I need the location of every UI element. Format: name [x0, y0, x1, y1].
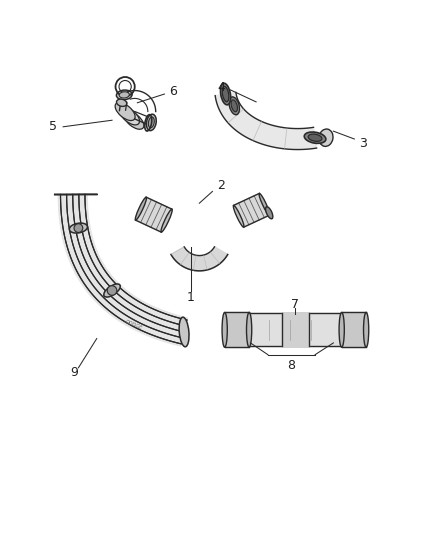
Ellipse shape	[161, 209, 172, 232]
Text: DODGE: DODGE	[124, 320, 143, 331]
Ellipse shape	[233, 205, 244, 227]
Ellipse shape	[119, 92, 129, 98]
Circle shape	[74, 224, 83, 232]
Ellipse shape	[104, 284, 120, 297]
Ellipse shape	[339, 312, 344, 347]
Ellipse shape	[135, 197, 146, 220]
Text: 8: 8	[287, 359, 296, 372]
Ellipse shape	[265, 207, 273, 219]
Ellipse shape	[364, 312, 369, 347]
Polygon shape	[225, 312, 249, 347]
Polygon shape	[135, 197, 172, 232]
Ellipse shape	[222, 312, 227, 347]
Ellipse shape	[222, 86, 229, 102]
Polygon shape	[283, 313, 308, 346]
Text: 5: 5	[49, 120, 57, 133]
Ellipse shape	[117, 90, 132, 100]
Polygon shape	[215, 92, 317, 150]
Ellipse shape	[117, 99, 127, 107]
Ellipse shape	[308, 134, 322, 141]
Text: 6: 6	[169, 85, 177, 99]
Ellipse shape	[247, 312, 252, 347]
Ellipse shape	[229, 97, 240, 115]
Ellipse shape	[148, 117, 154, 128]
Text: 9: 9	[70, 366, 78, 379]
Ellipse shape	[231, 100, 237, 112]
Ellipse shape	[179, 317, 189, 347]
Circle shape	[107, 286, 117, 295]
Ellipse shape	[124, 111, 144, 130]
Ellipse shape	[146, 114, 156, 131]
Text: 1: 1	[187, 292, 194, 304]
Polygon shape	[233, 193, 269, 227]
Ellipse shape	[69, 223, 88, 233]
Polygon shape	[58, 195, 187, 346]
Polygon shape	[342, 312, 366, 347]
Text: 2: 2	[217, 179, 225, 192]
Text: 3: 3	[359, 137, 367, 150]
Text: 7: 7	[291, 298, 300, 311]
Polygon shape	[243, 313, 348, 346]
Ellipse shape	[259, 193, 270, 215]
Ellipse shape	[120, 107, 139, 125]
Ellipse shape	[115, 102, 135, 120]
Text: 4: 4	[217, 81, 225, 94]
Ellipse shape	[220, 83, 231, 105]
Polygon shape	[171, 247, 228, 271]
Ellipse shape	[304, 132, 326, 143]
Ellipse shape	[319, 129, 333, 147]
